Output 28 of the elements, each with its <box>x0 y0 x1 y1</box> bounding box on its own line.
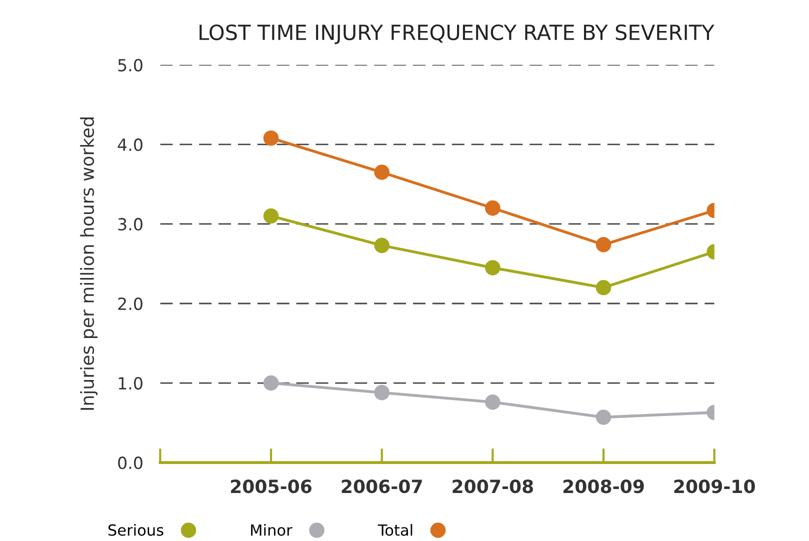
point <box>485 394 500 410</box>
legend-label: Serious <box>108 524 164 536</box>
x-tick-label: 2006-07 <box>342 480 422 494</box>
y-tick-label: 0.0 <box>118 456 142 470</box>
point <box>263 375 279 391</box>
x-tick-label: 2009-10 <box>674 480 755 494</box>
point <box>485 200 500 216</box>
y-tick-label: 1.0 <box>118 376 142 390</box>
point <box>485 260 500 276</box>
point <box>596 237 612 252</box>
x-tick-label: 2005-06 <box>231 480 312 494</box>
y-tick-label: 4.0 <box>118 138 142 152</box>
y-tick-label: 3.0 <box>118 218 142 231</box>
chart-title: LOST TIME INJURY FREQUENCY RATE BY SEVERITY <box>200 24 714 44</box>
point <box>596 410 612 425</box>
point <box>596 280 612 296</box>
legend-label: Minor <box>251 524 292 536</box>
y-tick-label: 2.0 <box>118 297 142 310</box>
y-axis-title: Injuries per million hours worked <box>80 118 98 410</box>
y-tick-label: 5.0 <box>118 58 142 72</box>
point <box>263 208 279 224</box>
point <box>374 238 390 254</box>
legend-label: Total <box>378 524 412 536</box>
x-tick-label: 2007-08 <box>452 480 533 494</box>
point <box>374 164 390 180</box>
x-tick-label: 2008-09 <box>564 480 644 494</box>
point <box>374 384 390 400</box>
point <box>263 130 279 146</box>
